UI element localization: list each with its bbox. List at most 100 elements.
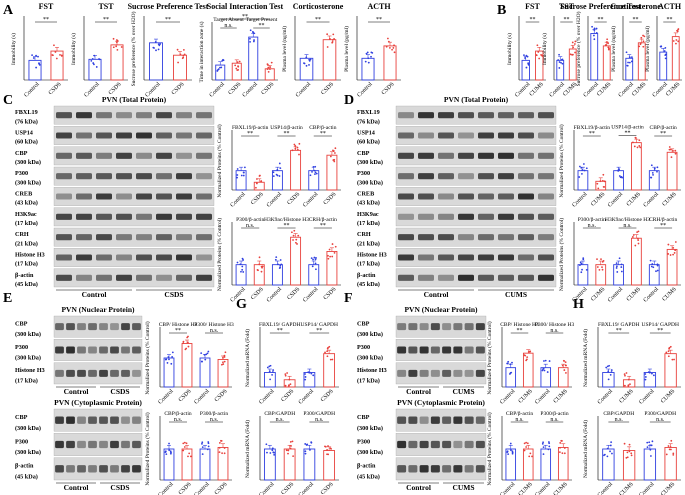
protein-band: [518, 132, 534, 139]
data-point: [261, 265, 264, 268]
data-point: [220, 66, 223, 69]
blot-strip: [53, 339, 143, 361]
data-point: [655, 270, 657, 273]
x-tick-label: CSDS: [286, 191, 301, 206]
band-kda: (21 kDa): [357, 240, 380, 247]
data-point: [223, 452, 226, 455]
data-point: [618, 257, 621, 260]
protein-band: [478, 173, 494, 180]
protein-band: [419, 369, 429, 377]
protein-band: [66, 465, 75, 473]
data-point: [637, 230, 640, 233]
x-tick-label: CUMS: [665, 81, 681, 97]
sig-label: **: [242, 14, 248, 20]
data-point: [593, 38, 596, 41]
data-point: [304, 452, 307, 455]
data-point: [186, 336, 189, 339]
protein-band: [76, 274, 92, 281]
bar: [290, 149, 302, 191]
x-tick-label: CUMS: [596, 81, 612, 97]
data-point: [182, 49, 185, 51]
data-point: [543, 369, 546, 372]
band-label: USP14: [15, 129, 33, 136]
x-tick-label: CUMS: [631, 81, 647, 97]
bar: [664, 353, 677, 388]
x-tick-label: Control: [242, 81, 259, 98]
ratio-label: P300/ Histone H3: [194, 322, 234, 328]
sig-label: **: [625, 131, 631, 137]
sig-label: **: [277, 328, 283, 334]
bar: [522, 352, 534, 388]
blot-strip: [53, 433, 143, 456]
data-point: [293, 143, 296, 146]
x-tick-label: CSDS: [214, 388, 229, 403]
data-point: [187, 345, 190, 348]
protein-band: [478, 254, 494, 261]
data-point: [526, 55, 529, 58]
protein-band: [438, 173, 454, 180]
data-point: [605, 366, 608, 369]
band-kda: (17 kDa): [357, 378, 380, 385]
blot-strip: [53, 126, 215, 145]
data-point: [630, 56, 633, 58]
data-point: [205, 353, 208, 356]
protein-band: [196, 254, 212, 261]
protein-band: [397, 369, 407, 377]
data-point: [624, 374, 626, 377]
data-point: [642, 45, 645, 48]
data-point: [310, 372, 313, 375]
data-point: [252, 31, 255, 34]
x-tick-label: CSDS: [320, 81, 335, 96]
blot-strip: [395, 146, 557, 166]
data-point: [656, 263, 659, 266]
protein-band: [464, 323, 474, 331]
data-point: [581, 268, 583, 271]
data-point: [510, 449, 512, 452]
x-tick-label: Control: [193, 481, 210, 495]
data-point: [120, 46, 123, 48]
protein-band: [498, 234, 514, 241]
group-label: CSDS: [164, 290, 183, 299]
data-point: [274, 258, 277, 261]
data-point: [548, 360, 551, 362]
data-point: [664, 57, 667, 60]
data-point: [268, 365, 271, 368]
data-point: [563, 369, 566, 371]
data-point: [677, 28, 680, 30]
data-point: [294, 147, 297, 150]
protein-band: [132, 465, 141, 473]
protein-band: [464, 416, 474, 424]
group-label: Control: [406, 387, 431, 396]
data-point: [201, 453, 204, 456]
y-axis-label: Time in interaction zone (s): [198, 21, 205, 82]
sig-label: n.s.: [210, 328, 219, 334]
sig-label: n.s.: [210, 417, 219, 423]
protein-band: [156, 254, 172, 261]
sig-label: n.s.: [615, 417, 624, 423]
data-point: [511, 452, 514, 455]
protein-band: [498, 152, 514, 159]
band-label: P300: [357, 438, 370, 445]
protein-band: [66, 323, 75, 331]
data-point: [510, 371, 513, 374]
data-point: [60, 54, 63, 57]
data-point: [309, 174, 312, 177]
panel-letter-g: G: [236, 297, 247, 312]
protein-band: [397, 323, 407, 331]
data-point: [569, 53, 572, 56]
protein-band: [116, 213, 132, 220]
data-point: [93, 54, 96, 57]
blot-strip: [395, 187, 557, 206]
data-point: [236, 176, 238, 179]
data-point: [287, 384, 290, 387]
sig-label: **: [530, 17, 536, 23]
data-point: [524, 354, 527, 357]
protein-band: [475, 323, 485, 331]
protein-band: [110, 440, 119, 449]
protein-band: [116, 254, 132, 261]
data-point: [223, 354, 226, 357]
protein-band: [136, 173, 152, 180]
protein-band: [116, 193, 132, 200]
data-point: [266, 366, 269, 369]
protein-band: [66, 369, 75, 377]
